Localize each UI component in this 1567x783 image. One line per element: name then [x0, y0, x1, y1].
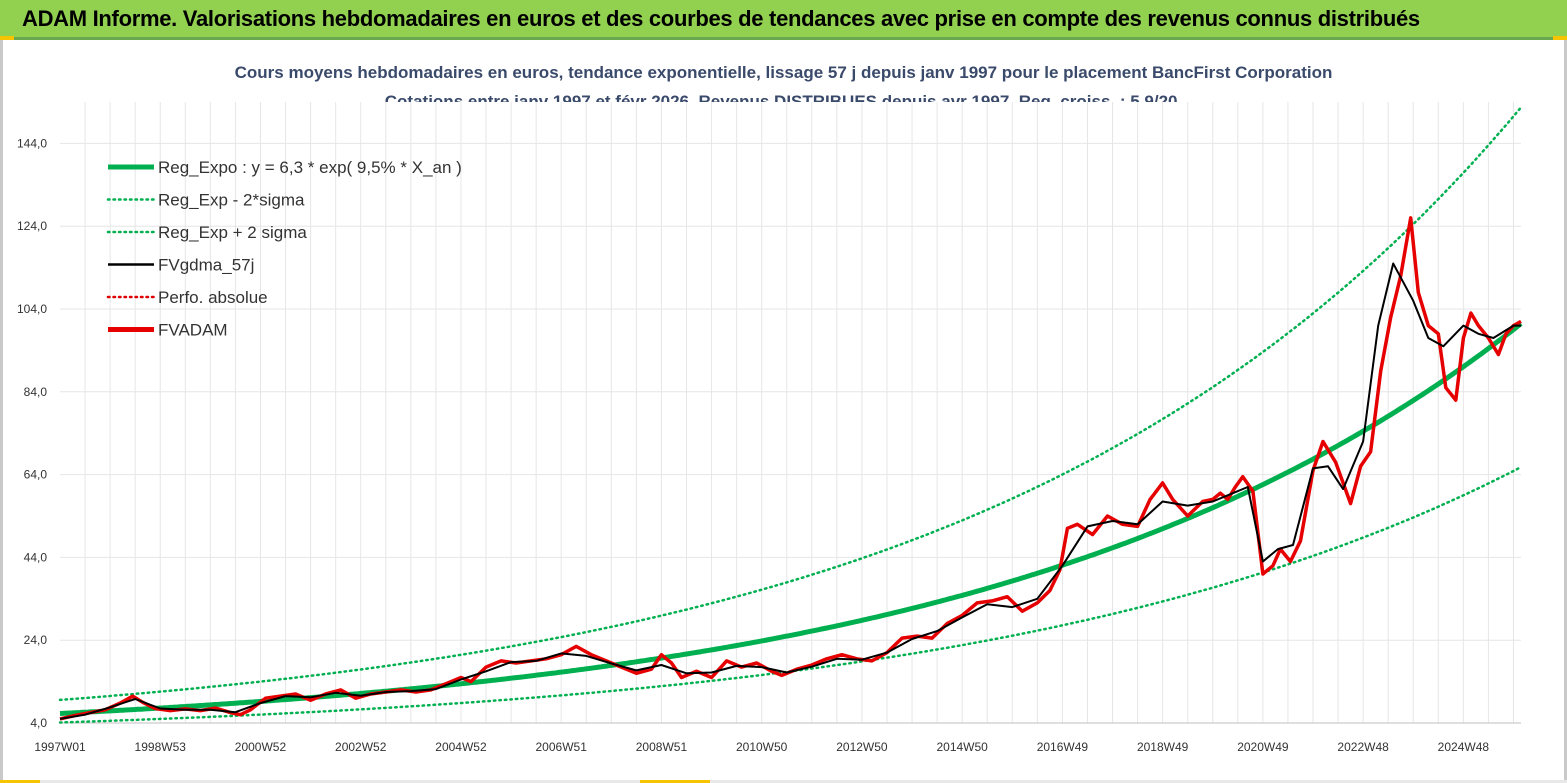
x-tick-label: 2020W49: [1237, 740, 1289, 754]
x-tick-label: 2018W49: [1137, 740, 1189, 754]
legend-label: Perfo. absolue: [158, 288, 268, 307]
legend-label: FVgdma_57j: [158, 256, 254, 275]
report-title: ADAM Informe. Valorisations hebdomadaire…: [22, 6, 1420, 31]
reg-exp-plus-2sigma-line: [58, 106, 1523, 702]
bottom-accent-1: [0, 780, 40, 783]
x-tick-label: 1997W01: [34, 740, 86, 754]
x-tick-label: 2006W51: [536, 740, 588, 754]
y-tick-label: 64,0: [24, 468, 48, 482]
x-tick-label: 2010W50: [736, 740, 788, 754]
bottom-accent-2: [640, 780, 710, 783]
x-tick-label: 2014W50: [936, 740, 988, 754]
legend-label: Reg_Exp - 2*sigma: [158, 191, 305, 210]
fvgdma-57j-line: [59, 262, 1521, 720]
x-tick-label: 2024W48: [1438, 740, 1490, 754]
y-tick-label: 44,0: [24, 550, 48, 564]
x-tick-label: 2002W52: [335, 740, 387, 754]
y-tick-label: 84,0: [24, 385, 48, 399]
y-tick-label: 144,0: [17, 136, 47, 150]
banner-accent-right: [1553, 36, 1567, 40]
y-tick-label: 24,0: [24, 633, 48, 647]
chart-title: Cours moyens hebdomadaires en euros, ten…: [234, 63, 1333, 82]
legend-label: Reg_Exp + 2 sigma: [158, 223, 307, 242]
x-tick-label: 1998W53: [135, 740, 187, 754]
legend-label: Reg_Expo : y = 6,3 * exp( 9,5% * X_an ): [158, 158, 462, 177]
y-tick-label: 104,0: [17, 302, 47, 316]
x-tick-label: 2016W49: [1037, 740, 1089, 754]
bottom-strip: [0, 780, 1567, 783]
x-tick-label: 2008W51: [636, 740, 688, 754]
x-tick-label: 2000W52: [235, 740, 287, 754]
plot-area: [60, 102, 1521, 723]
x-tick-label: 2012W50: [836, 740, 888, 754]
y-tick-label: 124,0: [17, 219, 47, 233]
x-tick-label: 2022W48: [1337, 740, 1389, 754]
x-tick-label: 2004W52: [435, 740, 487, 754]
report-banner: ADAM Informe. Valorisations hebdomadaire…: [0, 0, 1567, 40]
y-tick-label: 4,0: [30, 716, 47, 730]
banner-accent-left: [0, 36, 14, 40]
chart-frame: [0, 40, 1567, 783]
legend-label: FVADAM: [158, 321, 228, 340]
